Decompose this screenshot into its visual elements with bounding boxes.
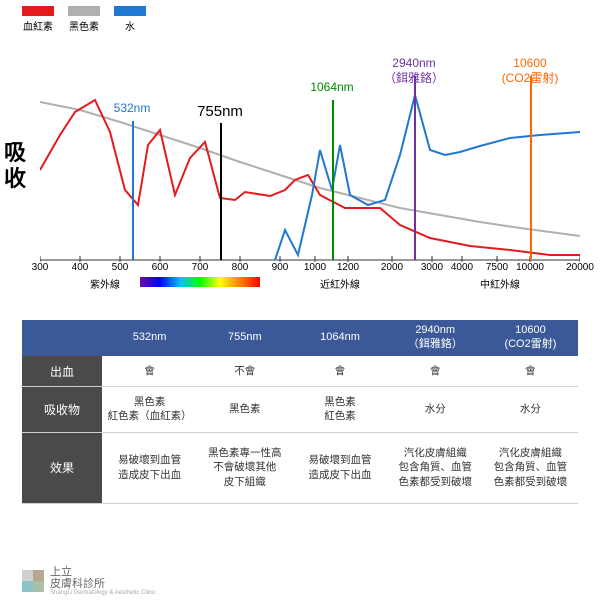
legend-item: 水: [114, 6, 146, 33]
absorption-chart: 吸收 532nm 755nm 1064nm 2940nm（鉺雅鉻） 10600(CO2雷…: [0, 50, 600, 310]
marker-label: 532nm: [114, 101, 151, 116]
table-cell: 汽化皮膚組織包含角質、血管色素都受到破壞: [483, 433, 578, 503]
marker-label: 2940nm（鉺雅鉻）: [384, 56, 444, 86]
table-header: 532nm 755nm 1064nm 2940nm（鉺雅鉻） 10600(CO2…: [22, 320, 578, 356]
x-tick: 7500: [486, 262, 508, 273]
table-cell: 易破壞到血管造成皮下出血: [102, 433, 197, 503]
table-row: 吸收物 黑色素紅色素（血紅素） 黑色素 黑色素紅色素 水分 水分: [22, 387, 578, 432]
row-label: 吸收物: [22, 387, 102, 431]
legend-swatch-water: [114, 6, 146, 16]
clinic-logo: 上立皮膚科診所 ShangLi Dermatology & Aesthetic …: [22, 566, 156, 596]
table-cell: 會: [388, 356, 483, 386]
marker-label: 10600(CO2雷射): [502, 56, 559, 86]
table-cell: 水分: [388, 387, 483, 431]
table-cell: 會: [292, 356, 387, 386]
visible-spectrum-bar: [140, 277, 260, 287]
x-tick: 900: [272, 262, 289, 273]
logo-icon: [22, 570, 44, 592]
x-tick: 4000: [451, 262, 473, 273]
table-row: 效果 易破壞到血管造成皮下出血 黑色素專一性高不會破壞其他皮下組織 易破壞到血管…: [22, 433, 578, 504]
marker-label: 755nm: [197, 103, 243, 122]
y-axis-label: 吸收: [4, 140, 26, 193]
table-cell: 易破壞到血管造成皮下出血: [292, 433, 387, 503]
spectrum-band-label: 中紅外線: [480, 276, 520, 291]
legend-swatch-hemoglobin: [22, 6, 54, 16]
legend-swatch-melanin: [68, 6, 100, 16]
col-header: 10600(CO2雷射): [483, 320, 578, 356]
col-header: 532nm: [102, 320, 197, 356]
plot-area: 532nm 755nm 1064nm 2940nm（鉺雅鉻） 10600(CO2雷射): [40, 50, 580, 280]
spectrum-band-label: 紫外線: [90, 276, 120, 291]
series-melanin: [40, 102, 580, 236]
x-tick: 10000: [516, 262, 544, 273]
logo-subtext: ShangLi Dermatology & Aesthetic Clinic: [50, 590, 156, 596]
table-cell: 黑色素紅色素: [292, 387, 387, 431]
table-cell: 會: [483, 356, 578, 386]
legend-label: 黑色素: [69, 18, 99, 33]
x-tick: 3000: [421, 262, 443, 273]
table-row: 出血 會 不會 會 會 會: [22, 356, 578, 387]
marker-label: 1064nm: [310, 80, 353, 95]
row-label: 出血: [22, 356, 102, 386]
x-tick: 600: [152, 262, 169, 273]
x-tick: 20000: [566, 262, 594, 273]
col-header: 1064nm: [292, 320, 387, 356]
table-cell: 汽化皮膚組織包含角質、血管色素都受到破壞: [388, 433, 483, 503]
x-tick: 1200: [337, 262, 359, 273]
x-tick: 800: [232, 262, 249, 273]
x-tick: 2000: [381, 262, 403, 273]
legend-label: 血紅素: [23, 18, 53, 33]
series-water: [275, 95, 580, 260]
row-label: 效果: [22, 433, 102, 503]
legend-item: 血紅素: [22, 6, 54, 33]
col-header: 755nm: [197, 320, 292, 356]
legend: 血紅素 黑色素 水: [22, 6, 146, 33]
header-blank: [22, 320, 102, 356]
col-header: 2940nm（鉺雅鉻）: [388, 320, 483, 356]
table-cell: 水分: [483, 387, 578, 431]
x-tick: 300: [32, 262, 49, 273]
spectrum-band-label: 近紅外線: [320, 276, 360, 291]
table-cell: 不會: [197, 356, 292, 386]
table-cell: 會: [102, 356, 197, 386]
x-tick: 400: [72, 262, 89, 273]
legend-item: 黑色素: [68, 6, 100, 33]
x-tick: 700: [192, 262, 209, 273]
comparison-table: 532nm 755nm 1064nm 2940nm（鉺雅鉻） 10600(CO2…: [22, 320, 578, 504]
table-cell: 黑色素紅色素（血紅素）: [102, 387, 197, 431]
table-cell: 黑色素專一性高不會破壞其他皮下組織: [197, 433, 292, 503]
logo-text: 上立皮膚科診所: [50, 566, 156, 590]
table-cell: 黑色素: [197, 387, 292, 431]
legend-label: 水: [125, 18, 135, 33]
x-tick: 1000: [304, 262, 326, 273]
x-tick: 500: [112, 262, 129, 273]
